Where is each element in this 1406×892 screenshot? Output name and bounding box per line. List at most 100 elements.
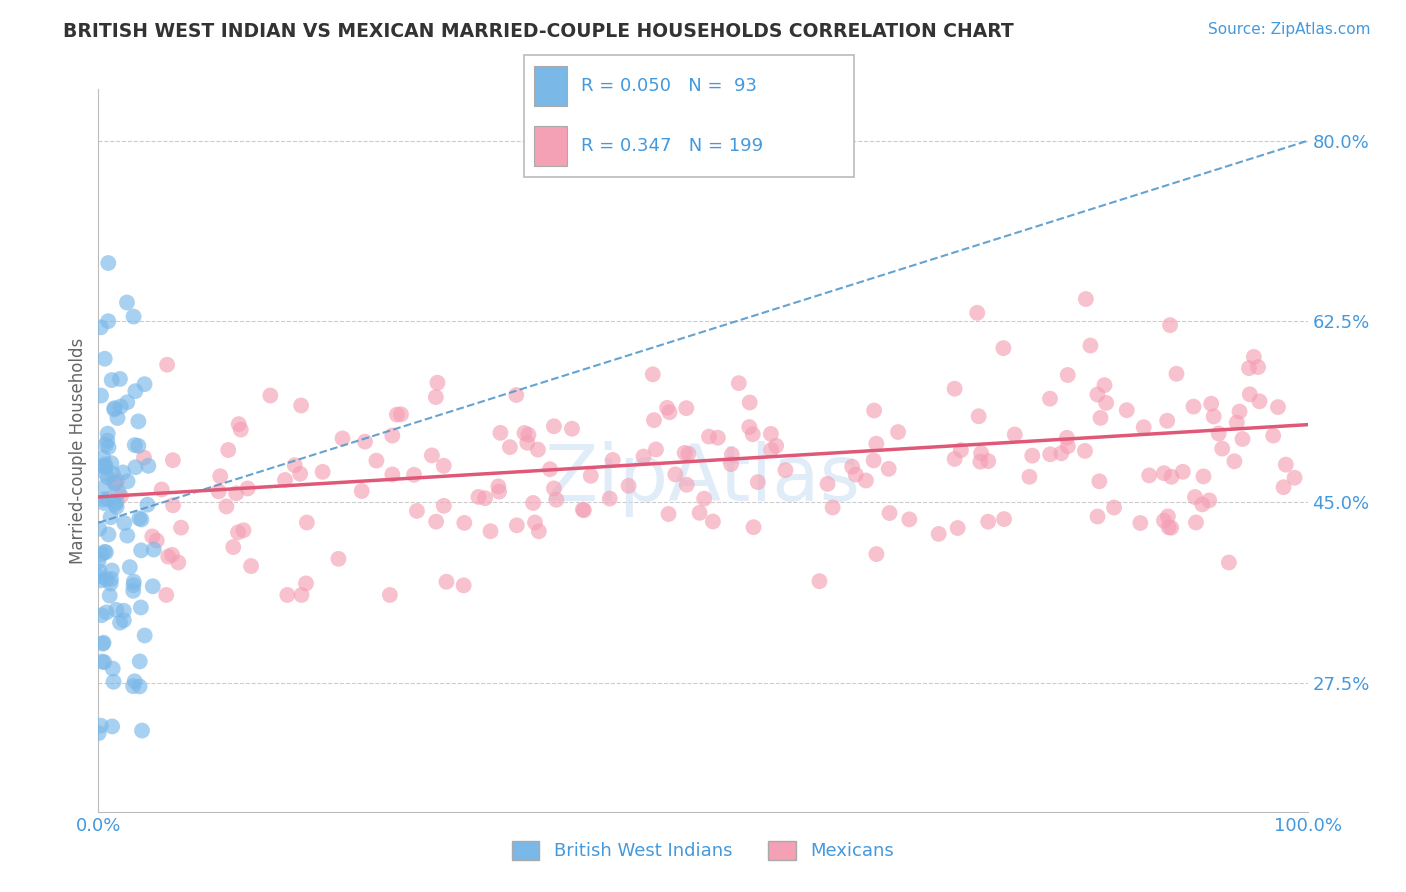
Point [389, 407, 412, 421]
Point [516, 435, 538, 450]
Text: BRITISH WEST INDIAN VS MEXICAN MARRIED-COUPLE HOUSEHOLDS CORRELATION CHART: BRITISH WEST INDIAN VS MEXICAN MARRIED-C… [63, 22, 1014, 41]
Point [87, 726, 110, 740]
Point [506, 518, 529, 533]
Point [128, 654, 150, 668]
Point [655, 401, 678, 415]
Point [145, 533, 167, 548]
Point [240, 559, 263, 574]
Point [288, 467, 311, 481]
Point [215, 500, 238, 514]
Point [1157, 509, 1180, 524]
Point [87, 569, 110, 583]
Point [1050, 446, 1073, 460]
Point [94, 479, 117, 493]
Point [100, 576, 122, 591]
Point [124, 384, 146, 399]
Point [862, 453, 884, 467]
Point [104, 497, 127, 511]
Point [94, 545, 117, 559]
Point [91, 492, 114, 507]
Point [1202, 409, 1225, 424]
Point [741, 427, 763, 442]
Point [1039, 447, 1062, 461]
Point [479, 524, 502, 539]
Point [602, 453, 624, 467]
Point [142, 579, 165, 593]
Y-axis label: Married-couple Households: Married-couple Households [69, 337, 87, 564]
Point [105, 500, 128, 514]
Point [425, 515, 447, 529]
Point [527, 524, 550, 539]
Point [96, 606, 118, 620]
Point [160, 548, 183, 562]
Point [517, 427, 540, 442]
Point [977, 454, 1000, 468]
Point [425, 390, 447, 404]
Point [222, 540, 245, 554]
Point [993, 341, 1015, 355]
Point [879, 506, 901, 520]
Point [1263, 428, 1285, 442]
Point [1080, 338, 1102, 352]
Point [91, 655, 114, 669]
Point [124, 438, 146, 452]
Point [128, 511, 150, 525]
Point [486, 479, 509, 493]
Point [702, 515, 724, 529]
Point [808, 574, 831, 589]
Point [259, 388, 281, 402]
Point [1004, 427, 1026, 442]
Point [821, 500, 844, 515]
Point [226, 525, 249, 540]
Point [599, 491, 621, 506]
Point [1039, 392, 1062, 406]
Point [1157, 520, 1180, 534]
Point [1160, 521, 1182, 535]
Point [90, 388, 112, 402]
Point [385, 408, 408, 422]
Point [90, 608, 112, 623]
Point [124, 674, 146, 689]
Point [453, 516, 475, 530]
Point [112, 613, 135, 627]
Point [94, 467, 117, 481]
Point [150, 483, 173, 497]
Point [1191, 497, 1213, 511]
Point [117, 475, 139, 489]
Point [1185, 516, 1208, 530]
FancyBboxPatch shape [523, 54, 855, 178]
Point [167, 556, 190, 570]
Point [217, 442, 239, 457]
Point [96, 572, 118, 586]
Point [759, 426, 782, 441]
Point [122, 583, 145, 598]
Point [122, 574, 145, 589]
Point [524, 516, 547, 530]
Point [328, 552, 350, 566]
Point [104, 476, 127, 491]
Point [1166, 367, 1188, 381]
Point [436, 574, 458, 589]
Point [98, 589, 121, 603]
Point [707, 431, 730, 445]
Point [112, 604, 135, 618]
Point [1226, 416, 1249, 430]
Point [488, 484, 510, 499]
Point [546, 492, 568, 507]
Point [1087, 387, 1109, 401]
Point [402, 467, 425, 482]
Point [527, 442, 550, 457]
Point [96, 434, 118, 448]
Point [1239, 387, 1261, 401]
Point [97, 426, 120, 441]
Point [1274, 458, 1296, 472]
Point [87, 555, 110, 569]
Point [131, 723, 153, 738]
Point [366, 453, 388, 467]
Point [105, 495, 128, 509]
Point [474, 491, 496, 506]
Text: R = 0.050   N =  93: R = 0.050 N = 93 [581, 77, 756, 95]
Point [101, 719, 124, 733]
Point [1267, 400, 1289, 414]
Point [97, 256, 120, 270]
